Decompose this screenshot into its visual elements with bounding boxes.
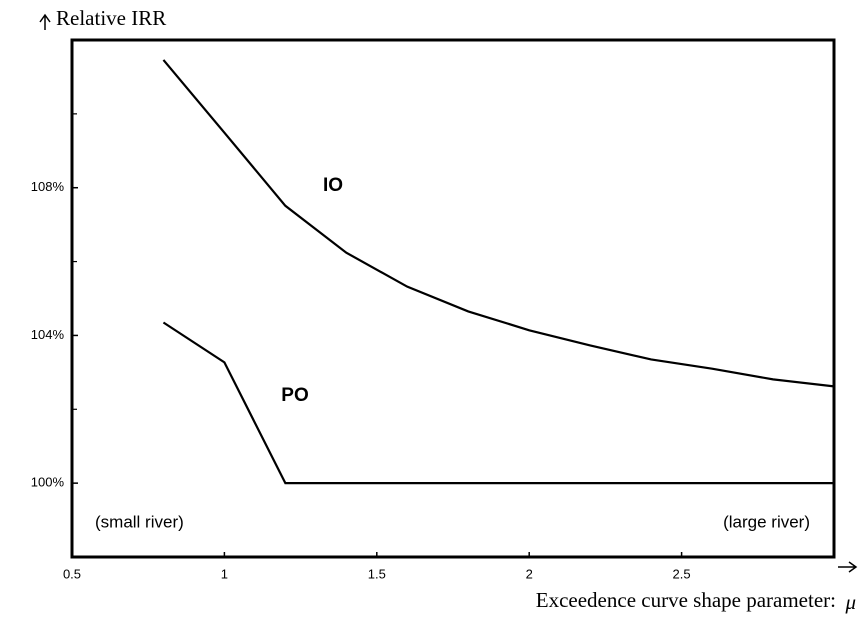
x-tick-label: 2.5 xyxy=(673,566,691,581)
y-axis-arrow xyxy=(39,13,51,30)
x-axis-arrow xyxy=(838,561,858,573)
y-tick-label: 100% xyxy=(31,475,65,490)
y-tick-label: 104% xyxy=(31,327,65,342)
x-tick-label: 1.5 xyxy=(368,566,386,581)
x-tick-label: 2 xyxy=(526,566,533,581)
y-tick-label: 108% xyxy=(31,179,65,194)
x-tick-label: 1 xyxy=(221,566,228,581)
x-axis-title: Exceedence curve shape parameter: xyxy=(536,588,836,612)
x-axis-symbol: μ xyxy=(844,590,856,614)
series-label: PO xyxy=(281,385,308,406)
annotation: (large river) xyxy=(723,512,810,531)
series-label: IO xyxy=(323,175,343,196)
series-line xyxy=(162,321,834,485)
series-line xyxy=(162,59,835,388)
plot-frame xyxy=(70,38,836,559)
annotation: (small river) xyxy=(95,512,184,531)
y-axis-title: Relative IRR xyxy=(56,6,166,30)
x-tick-label: 0.5 xyxy=(63,566,81,581)
